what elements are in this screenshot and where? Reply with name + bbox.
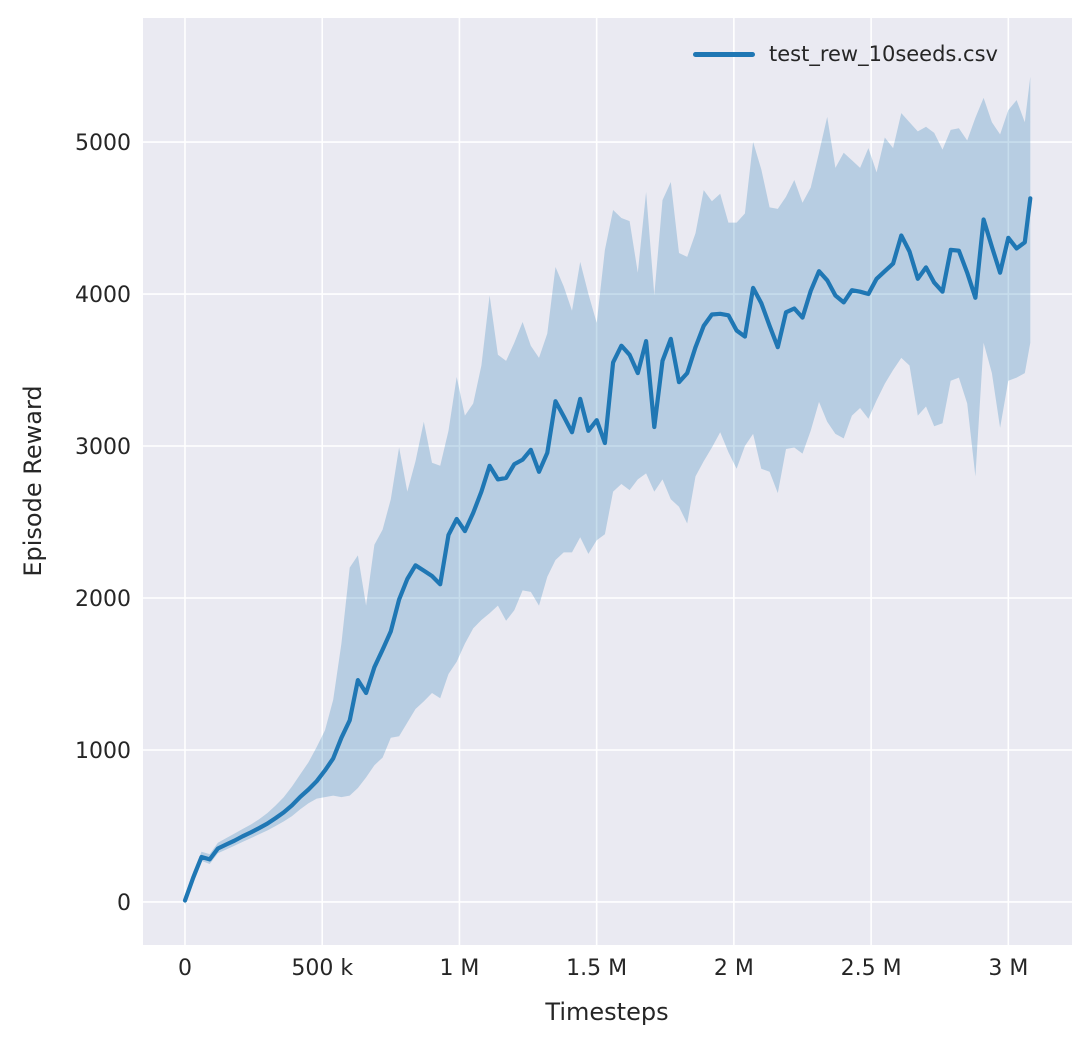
y-tick-label: 1000 — [75, 739, 131, 764]
x-tick-label: 2 M — [714, 956, 754, 981]
mean-line — [182, 196, 1033, 903]
legend-line-swatch — [693, 51, 755, 57]
x-axis-label: Timesteps — [545, 998, 669, 1026]
x-tick-label: 500 k — [291, 956, 353, 981]
y-tick-label: 2000 — [75, 587, 131, 612]
legend-label: test_rew_10seeds.csv — [769, 42, 998, 66]
x-tick-label: 1 M — [439, 956, 479, 981]
y-axis-label: Episode Reward — [19, 385, 47, 577]
x-tick-label: 3 M — [988, 956, 1028, 981]
y-tick-label: 3000 — [75, 435, 131, 460]
x-tick-label: 0 — [178, 956, 192, 981]
x-tick-label: 2.5 M — [841, 956, 902, 981]
y-tick-label: 5000 — [75, 131, 131, 156]
confidence-band — [185, 76, 1031, 905]
legend: test_rew_10seeds.csv — [693, 42, 998, 66]
axes-background — [143, 18, 1072, 945]
x-tick-label: 1.5 M — [566, 956, 627, 981]
y-tick-label: 0 — [117, 891, 131, 916]
y-tick-label: 4000 — [75, 283, 131, 308]
